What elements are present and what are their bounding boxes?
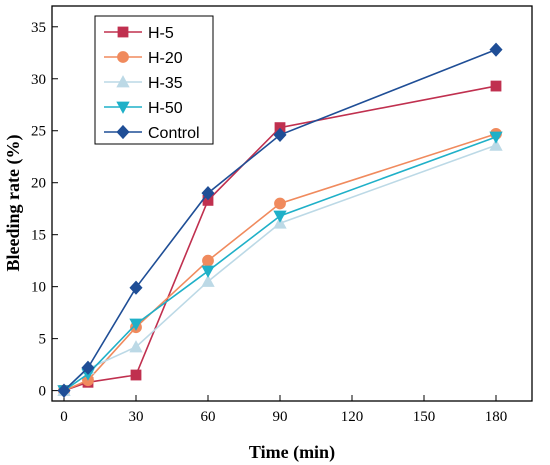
y-tick-label: 35 [31,20,46,36]
legend-marker [117,26,129,38]
series-line [63,144,497,392]
y-tick-label: 5 [39,332,47,348]
x-tick-label: 30 [129,409,144,425]
data-point [201,274,215,287]
data-point [129,280,143,295]
data-point [489,138,503,151]
plot-frame [51,5,533,402]
series-layer [57,42,503,398]
series-h-35 [57,138,503,397]
legend-label: H-5 [148,25,174,42]
data-point [489,42,503,57]
data-point [273,210,287,223]
series-control [57,42,503,398]
y-tick-label: 30 [31,72,46,88]
legend-label: H-20 [148,50,183,67]
x-tick-label: 0 [60,409,68,425]
data-point [201,265,215,278]
series-line [63,48,497,392]
y-tick-label: 15 [31,228,46,244]
y-tick-label: 25 [31,124,46,140]
x-tick-label: 150 [413,409,436,425]
data-point [129,340,143,353]
series-line [63,136,497,392]
series-h-20 [58,127,502,397]
y-tick-label: 0 [39,384,47,400]
y-tick-label: 10 [31,280,46,296]
y-axis-ticks: 0 5 10 15 20 25 30 35 [31,20,58,400]
data-point [57,383,71,398]
data-point [81,360,95,375]
legend-label: H-50 [148,100,183,117]
data-point [201,186,215,201]
data-point [274,197,286,210]
x-axis-ticks: 0 30 60 90 120 150 180 [60,395,507,425]
legend-label: H-35 [148,75,183,92]
x-axis-title: Time (min) [249,442,335,463]
y-tick-label: 20 [31,176,46,192]
data-point [489,131,503,144]
series-line [63,133,497,392]
legend-marker [117,51,129,63]
legend-box [94,15,214,145]
legend: H-5 H-20 H-35 H-50 Control [94,15,214,145]
x-tick-label: 90 [273,409,288,425]
x-tick-label: 120 [341,409,364,425]
x-tick-label: 180 [485,409,508,425]
legend-marker [116,75,130,88]
data-point [202,254,214,267]
data-point [273,127,287,142]
data-point [129,318,143,331]
y-axis-title: Bleeding rate (%) [3,135,24,272]
legend-marker [116,101,130,114]
data-point [130,369,142,381]
legend-marker [116,124,130,140]
data-point [490,80,502,92]
x-tick-label: 60 [201,409,216,425]
legend-label: Control [148,125,200,142]
series-h-50 [57,131,503,398]
